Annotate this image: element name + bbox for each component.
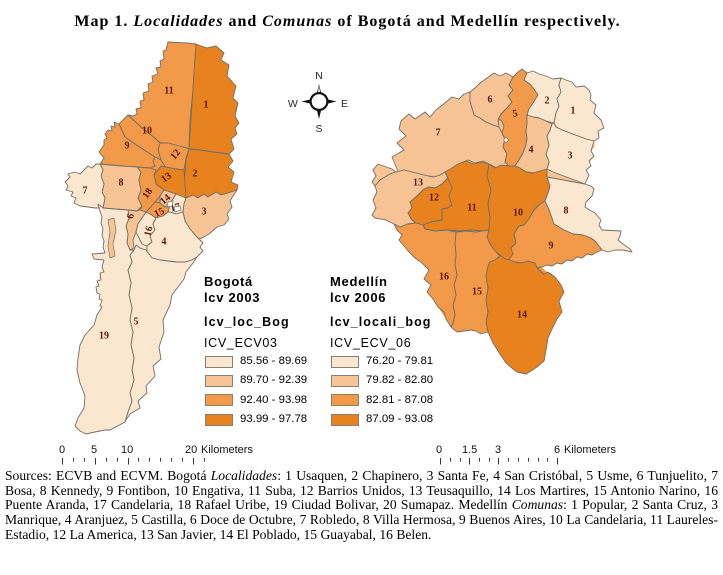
svg-text:3: 3 <box>568 151 573 162</box>
svg-text:1: 1 <box>204 100 209 111</box>
svg-text:8: 8 <box>564 206 569 217</box>
svg-text:11: 11 <box>467 203 476 214</box>
svg-text:16: 16 <box>439 272 449 283</box>
svg-text:2: 2 <box>193 169 198 180</box>
svg-text:4: 4 <box>529 145 534 156</box>
svg-text:15: 15 <box>472 287 482 298</box>
svg-text:11: 11 <box>164 86 173 97</box>
svg-text:5: 5 <box>512 108 519 120</box>
svg-text:N: N <box>315 70 323 82</box>
svg-text:6: 6 <box>488 95 493 106</box>
svg-text:16: 16 <box>142 225 155 238</box>
svg-text:9: 9 <box>549 241 554 252</box>
svg-text:12: 12 <box>429 193 439 204</box>
svg-text:9: 9 <box>125 141 130 152</box>
svg-text:1: 1 <box>571 106 576 117</box>
svg-text:15: 15 <box>153 206 167 220</box>
svg-text:7: 7 <box>436 128 441 139</box>
svg-text:19: 19 <box>99 331 109 342</box>
svg-text:W: W <box>288 98 298 110</box>
svg-text:5: 5 <box>134 317 139 328</box>
svg-text:3: 3 <box>202 207 207 218</box>
svg-text:6: 6 <box>125 213 137 220</box>
svg-text:E: E <box>341 98 348 110</box>
svg-text:8: 8 <box>119 178 124 189</box>
svg-text:7: 7 <box>83 186 88 197</box>
svg-text:S: S <box>315 123 322 135</box>
svg-text:14: 14 <box>517 310 527 321</box>
svg-text:10: 10 <box>142 126 152 137</box>
svg-text:2: 2 <box>545 96 550 107</box>
svg-text:13: 13 <box>413 178 423 189</box>
svg-text:10: 10 <box>513 208 523 219</box>
svg-text:4: 4 <box>162 237 167 248</box>
